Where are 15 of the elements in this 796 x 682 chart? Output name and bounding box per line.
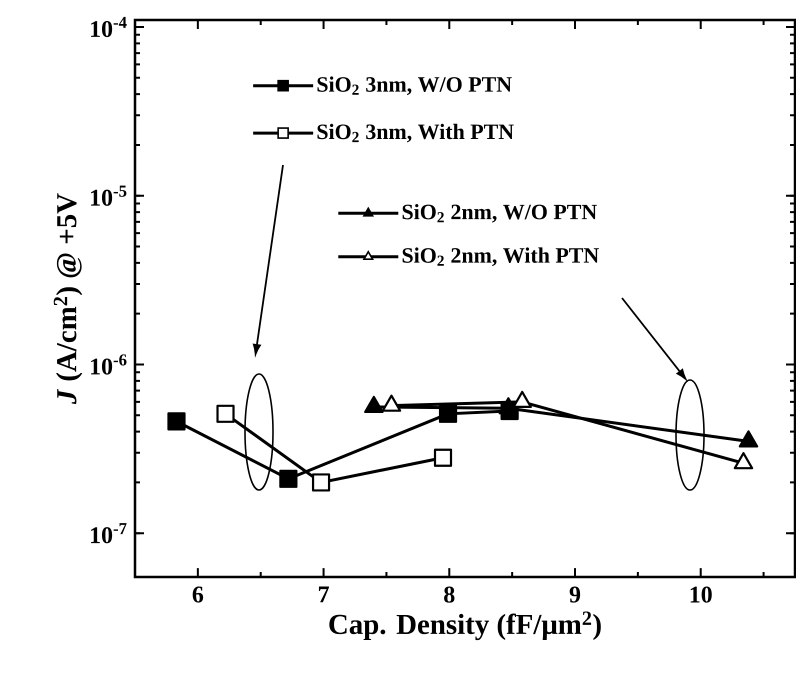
x-tick-label: 7 xyxy=(318,586,329,602)
y-tick-label: 10$^{-6}$ xyxy=(91,354,126,375)
x-tick-label: 9 xyxy=(570,586,580,603)
y-tick-label: 10$^{-7}$ xyxy=(91,523,127,544)
x-axis-title: Cap. Density (fF/μm$^{2}$) xyxy=(329,612,601,640)
legend-label: SiO$_{2}$ 2nm, With PTN xyxy=(402,247,599,266)
y-tick-label: 10$^{-4}$ xyxy=(91,16,127,38)
legend-label: SiO$_{2}$ 3nm, With PTN xyxy=(318,124,514,142)
legend-label: SiO$_{2}$ 2nm, W/O PTN xyxy=(402,204,597,223)
legend-label: SiO$_{2}$ 3nm, W/O PTN xyxy=(318,76,512,96)
x-tick-label: 6 xyxy=(192,586,204,603)
y-axis-title: J (A/cm$^{2}$) @ +5V xyxy=(54,193,82,404)
y-tick-label: 10$^{-5}$ xyxy=(91,186,126,206)
x-tick-label: 8 xyxy=(444,586,454,603)
x-tick-label: 10 xyxy=(690,586,712,603)
